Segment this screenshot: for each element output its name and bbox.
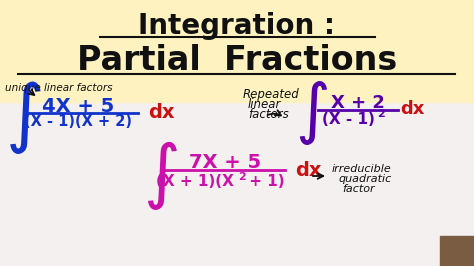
- Text: Repeated: Repeated: [243, 88, 300, 101]
- Text: Integration :: Integration :: [138, 12, 336, 40]
- Bar: [0, 0, 474, 102]
- Text: Partial  Fractions: Partial Fractions: [77, 44, 397, 77]
- Text: + 1): + 1): [244, 173, 284, 189]
- Text: linear: linear: [248, 98, 282, 111]
- Text: dx: dx: [295, 161, 321, 181]
- Text: $\int$: $\int$: [295, 79, 328, 147]
- Text: 2: 2: [238, 172, 246, 182]
- Text: 2: 2: [377, 109, 385, 119]
- Text: $\int$: $\int$: [143, 139, 178, 213]
- Bar: [440, 236, 474, 266]
- Text: (X - 1): (X - 1): [321, 111, 374, 127]
- Text: dx: dx: [400, 100, 424, 118]
- Text: 4X + 5: 4X + 5: [42, 97, 114, 115]
- Text: 7X + 5: 7X + 5: [189, 153, 261, 172]
- Text: $\int$: $\int$: [5, 80, 42, 156]
- Text: unique linear factors: unique linear factors: [5, 83, 112, 93]
- Text: factors: factors: [248, 108, 289, 121]
- Text: (X + 1)(X: (X + 1)(X: [156, 173, 234, 189]
- Text: quadratic: quadratic: [338, 174, 391, 184]
- Text: (X - 1)(X + 2): (X - 1)(X + 2): [24, 114, 132, 130]
- Text: dx: dx: [148, 102, 174, 122]
- Text: factor: factor: [342, 184, 374, 194]
- Text: X + 2: X + 2: [331, 94, 385, 112]
- Text: irreducible: irreducible: [332, 164, 392, 174]
